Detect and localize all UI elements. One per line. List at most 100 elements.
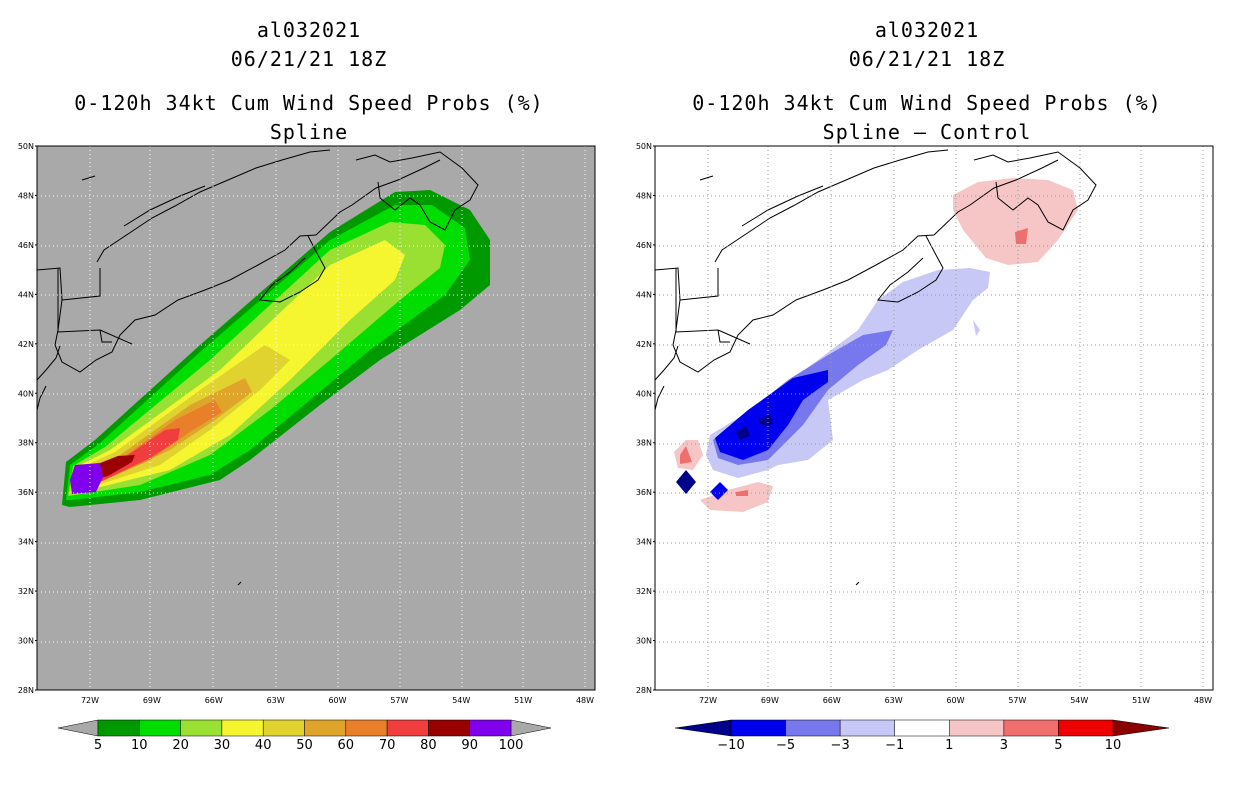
- colorbar-label: 60: [338, 738, 355, 753]
- colorbar-label: 100: [499, 738, 524, 753]
- field-title: Spline – Control: [822, 120, 1032, 144]
- probability-colorbar: 5 10 20 30 40 50 60 70 80 90 100: [57, 719, 552, 753]
- latitude-label: 42N: [18, 340, 34, 349]
- contour-plus-3: [736, 490, 748, 496]
- contour-plus-1: [953, 178, 1078, 265]
- latitude-label: 34N: [636, 538, 652, 547]
- latitude-label: 40N: [636, 389, 652, 398]
- longitude-label: 57W: [390, 696, 408, 705]
- colorbar-label: −5: [776, 738, 795, 753]
- latitude-label: 46N: [18, 241, 34, 250]
- field-title: Spline: [269, 120, 349, 144]
- colorbar-label: 40: [255, 738, 272, 753]
- longitude-label: 54W: [452, 696, 470, 705]
- probability-map: 50N 48N 46N 44N 42N 40N 38N 36N 34N 32N 30N 28N 72W…: [18, 142, 596, 705]
- colorbar-swatch: [730, 719, 786, 737]
- colorbar-label: −1: [885, 738, 904, 753]
- longitude-label: 48W: [1194, 696, 1212, 705]
- storm-id-title: al032021: [874, 18, 980, 42]
- product-title: 0-120h 34kt Cum Wind Speed Probs (%): [692, 91, 1162, 115]
- contour-minus-10: [736, 426, 750, 440]
- datetime-title: 06/21/21 18Z: [230, 47, 388, 71]
- contour-plus-3: [1015, 228, 1028, 244]
- latitude-label: 38N: [636, 439, 652, 448]
- colorbar-swatch: [139, 719, 181, 737]
- longitude-label: 51W: [1132, 696, 1150, 705]
- colorbar-label: 5: [94, 738, 102, 753]
- colorbar-label: 3: [1000, 738, 1008, 753]
- longitude-label: 69W: [761, 696, 779, 705]
- colorbar-swatch: [894, 719, 950, 737]
- colorbar-arrow-high: [510, 719, 552, 737]
- colorbar-swatch: [469, 719, 512, 737]
- longitude-label: 63W: [267, 696, 285, 705]
- difference-contours: [674, 178, 1078, 512]
- latitude-label: 48N: [18, 191, 34, 200]
- contour-minus-10: [676, 470, 696, 494]
- map-frame: [654, 145, 1214, 691]
- colorbar-label: 1: [945, 738, 953, 753]
- colorbar-label: 10: [1105, 738, 1122, 753]
- colorbar-swatch: [949, 719, 1005, 737]
- longitude-labels: 72W 69W 66W 63W 60W 57W 54W 51W 48W: [81, 696, 594, 705]
- colorbar-label: 20: [172, 738, 189, 753]
- colorbar-label: 30: [214, 738, 231, 753]
- colorbar-label: −10: [717, 738, 744, 753]
- longitude-label: 60W: [946, 696, 964, 705]
- gridlines: [37, 146, 595, 690]
- datetime-title: 06/21/21 18Z: [848, 47, 1006, 71]
- longitude-labels: 72W 69W 66W 63W 60W 57W 54W 51W 48W: [699, 696, 1212, 705]
- colorbar-label: 50: [296, 738, 313, 753]
- right-panel: al032021 06/21/21 18Z 0-120h 34kt Cum Wi…: [618, 0, 1236, 800]
- contour-minus-10: [758, 414, 773, 426]
- contour-minus-5: [710, 482, 728, 500]
- colorbar-swatch: [262, 719, 305, 737]
- latitude-label: 48N: [636, 191, 652, 200]
- longitude-label: 51W: [514, 696, 532, 705]
- colorbar-swatch: [304, 719, 347, 737]
- colorbar-swatch: [1003, 719, 1059, 737]
- coastlines: [36, 149, 479, 586]
- latitude-label: 28N: [18, 686, 34, 695]
- longitude-label: 48W: [576, 696, 594, 705]
- storm-id-title: al032021: [256, 18, 362, 42]
- colorbar-swatch: [386, 719, 429, 737]
- latitude-labels: 50N 48N 46N 44N 42N 40N 38N 36N 34N 32N 30N 28N: [18, 142, 37, 695]
- colorbar-label: 80: [420, 738, 437, 753]
- latitude-label: 44N: [18, 290, 34, 299]
- latitude-label: 34N: [18, 538, 34, 547]
- latitude-label: 44N: [636, 290, 652, 299]
- longitude-label: 60W: [328, 696, 346, 705]
- latitude-label: 30N: [18, 637, 34, 646]
- latitude-label: 28N: [636, 686, 652, 695]
- colorbar-swatch: [1058, 719, 1114, 737]
- latitude-label: 50N: [18, 142, 34, 151]
- latitude-label: 32N: [18, 587, 34, 596]
- colorbar-swatch: [785, 719, 841, 737]
- contour-plus-1: [700, 482, 773, 512]
- difference-map: 50N 48N 46N 44N 42N 40N 38N 36N 34N 32N 30N 28N 72W…: [636, 142, 1214, 705]
- latitude-labels: 50N 48N 46N 44N 42N 40N 38N 36N 34N 32N 30N 28N: [636, 142, 655, 695]
- colorbar-swatch: [839, 719, 895, 737]
- longitude-label: 72W: [81, 696, 99, 705]
- longitude-label: 54W: [1070, 696, 1088, 705]
- contour-90: [70, 463, 103, 494]
- longitude-label: 63W: [885, 696, 903, 705]
- latitude-label: 36N: [18, 488, 34, 497]
- colorbar-swatch: [428, 719, 470, 737]
- colorbar-label: 10: [131, 738, 148, 753]
- longitude-label: 57W: [1008, 696, 1026, 705]
- colorbar-arrow-high: [1112, 719, 1170, 737]
- colorbar-arrow-low: [674, 719, 732, 737]
- contour-plus-3: [680, 446, 692, 464]
- latitude-label: 38N: [18, 439, 34, 448]
- latitude-label: 30N: [636, 637, 652, 646]
- colorbar-swatch: [345, 719, 388, 737]
- probability-contours: [62, 190, 490, 507]
- colorbar-swatch: [180, 719, 223, 737]
- contour-minus-1: [973, 320, 980, 336]
- longitude-label: 72W: [699, 696, 717, 705]
- colorbar-swatch: [221, 719, 264, 737]
- longitude-label: 69W: [143, 696, 161, 705]
- latitude-label: 46N: [636, 241, 652, 250]
